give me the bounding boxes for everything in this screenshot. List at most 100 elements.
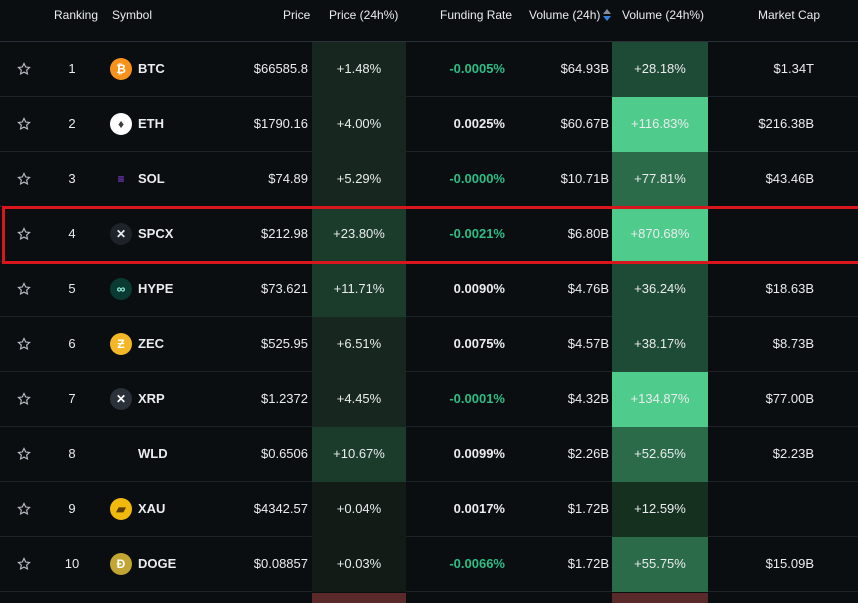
table-row[interactable]: 1 ₿ BTC $66585.8 +1.48% -0.0005% $64.93B… xyxy=(0,42,858,97)
volume: $2.26B xyxy=(567,446,609,461)
price: $1790.16 xyxy=(253,116,308,131)
volume-change-cell-bg xyxy=(612,427,708,482)
favorite-star-icon[interactable] xyxy=(17,262,31,316)
price: $4342.57 xyxy=(253,501,308,516)
symbol-link[interactable]: SOL xyxy=(138,171,165,186)
symbol-link[interactable]: XAU xyxy=(138,501,166,516)
volume-change: +38.17% xyxy=(634,336,686,351)
table-row[interactable]: 2 ♦ ETH $1790.16 +4.00% 0.0025% $60.67B … xyxy=(0,97,858,152)
symbol-link[interactable]: DOGE xyxy=(138,556,177,571)
price-change: +5.29% xyxy=(336,171,382,186)
symbol-link[interactable]: BTC xyxy=(138,61,165,76)
table-row[interactable]: 6 Ƶ ZEC $525.95 +6.51% 0.0075% $4.57B +3… xyxy=(0,317,858,372)
symbol-link[interactable]: ETH xyxy=(138,116,164,131)
volume-change: +134.87% xyxy=(630,391,690,406)
table-row[interactable]: 7 ✕ XRP $1.2372 +4.45% -0.0001% $4.32B +… xyxy=(0,372,858,427)
rank: 5 xyxy=(68,281,76,296)
header-ranking[interactable]: Ranking xyxy=(54,8,99,22)
rank: 9 xyxy=(68,501,76,516)
favorite-star-icon[interactable] xyxy=(17,482,31,536)
table-row[interactable]: 5 ∞ HYPE $73.621 +11.71% 0.0090% $4.76B … xyxy=(0,262,858,317)
volume: $4.76B xyxy=(567,281,609,296)
market-cap: $2.23B xyxy=(772,446,814,461)
market-cap: $8.73B xyxy=(772,336,814,351)
funding-rate: -0.0001% xyxy=(449,391,505,406)
price: $1.2372 xyxy=(261,391,308,406)
volume-change: +116.83% xyxy=(631,116,689,131)
symbol-link[interactable]: ZEC xyxy=(138,336,164,351)
price-change-cell-bg xyxy=(312,42,406,97)
price-change-cell-bg xyxy=(312,427,406,482)
price: $525.95 xyxy=(261,336,308,351)
favorite-star-icon[interactable] xyxy=(17,207,31,261)
volume: $1.72B xyxy=(567,556,609,571)
price: $0.08857 xyxy=(253,556,308,571)
favorite-star-icon[interactable] xyxy=(17,317,31,371)
favorite-star-icon[interactable] xyxy=(17,97,31,151)
funding-rate: -0.0005% xyxy=(449,61,505,76)
next-row-price-change-peek xyxy=(312,593,406,603)
price: $66585.8 xyxy=(253,61,308,76)
price: $73.621 xyxy=(261,281,308,296)
sort-icon[interactable] xyxy=(603,9,612,21)
symbol-link[interactable]: XRP xyxy=(138,391,165,406)
header-market-cap[interactable]: Market Cap xyxy=(758,8,821,22)
symbol-link[interactable]: WLD xyxy=(138,446,168,461)
volume-change: +52.65% xyxy=(634,446,686,461)
volume: $6.80B xyxy=(567,226,609,241)
table-row[interactable]: 9 ▰ XAU $4342.57 +0.04% 0.0017% $1.72B +… xyxy=(0,482,858,537)
volume: $4.32B xyxy=(567,391,609,406)
header-volume-change[interactable]: Volume (24h%) xyxy=(622,8,705,22)
volume-change-cell-bg xyxy=(612,97,708,152)
funding-rate: -0.0000% xyxy=(449,171,505,186)
header-divider xyxy=(0,41,858,42)
favorite-star-icon[interactable] xyxy=(17,152,31,206)
price: $74.89 xyxy=(268,171,308,186)
favorite-star-icon[interactable] xyxy=(17,372,31,426)
rank: 4 xyxy=(68,226,76,241)
table-row[interactable]: 10 Ð DOGE $0.08857 +0.03% -0.0066% $1.72… xyxy=(0,537,858,592)
hyperliquid-icon: ∞ xyxy=(110,278,132,300)
header-symbol[interactable]: Symbol xyxy=(112,8,153,22)
price-change: +23.80% xyxy=(333,226,385,241)
table-row[interactable]: 8 WLD $0.6506 +10.67% 0.0099% $2.26B +52… xyxy=(0,427,858,482)
header-volume-label: Volume (24h) xyxy=(529,8,601,22)
solana-icon: ≡ xyxy=(117,172,125,186)
table-row[interactable]: 3 ≡ SOL $74.89 +5.29% -0.0000% $10.71B +… xyxy=(0,152,858,207)
price-change-cell-bg xyxy=(312,537,406,592)
price-change: +4.00% xyxy=(336,116,382,131)
rank: 3 xyxy=(68,171,76,186)
symbol-link[interactable]: SPCX xyxy=(138,226,174,241)
volume-change-cell-bg xyxy=(612,262,708,317)
volume-change-cell-bg xyxy=(612,42,708,97)
market-cap xyxy=(720,207,814,261)
volume-change-cell-bg xyxy=(612,207,708,262)
header-volume[interactable]: Volume (24h) xyxy=(529,8,612,22)
favorite-star-icon[interactable] xyxy=(17,42,31,96)
volume-change: +36.24% xyxy=(634,281,686,296)
table-row[interactable]: 4 ✕ SPCX $212.98 +23.80% -0.0021% $6.80B… xyxy=(0,207,858,262)
market-cap: $15.09B xyxy=(765,556,814,571)
header-funding-rate[interactable]: Funding Rate xyxy=(440,8,513,22)
header-price[interactable]: Price xyxy=(283,8,311,22)
volume: $1.72B xyxy=(567,501,609,516)
volume-change: +870.68% xyxy=(630,226,690,241)
price-change: +11.71% xyxy=(333,281,385,296)
price-change: +0.04% xyxy=(336,501,382,516)
header-price-change[interactable]: Price (24h%) xyxy=(329,8,399,22)
price-change: +0.03% xyxy=(336,556,382,571)
volume-change-cell-bg xyxy=(612,152,708,207)
rank: 2 xyxy=(68,116,76,131)
table-header: Ranking Symbol Price Price (24h%) Fundin… xyxy=(0,0,858,30)
price-change-cell-bg xyxy=(312,317,406,372)
worldcoin-icon xyxy=(110,443,132,465)
funding-rate: -0.0021% xyxy=(449,226,505,241)
volume-change: +77.81% xyxy=(634,171,686,186)
favorite-star-icon[interactable] xyxy=(17,537,31,591)
market-cap: $43.46B xyxy=(765,171,814,186)
price-change: +6.51% xyxy=(336,336,382,351)
bitcoin-icon: ₿ xyxy=(110,58,132,80)
volume: $64.93B xyxy=(560,61,609,76)
favorite-star-icon[interactable] xyxy=(17,427,31,481)
symbol-link[interactable]: HYPE xyxy=(138,281,174,296)
